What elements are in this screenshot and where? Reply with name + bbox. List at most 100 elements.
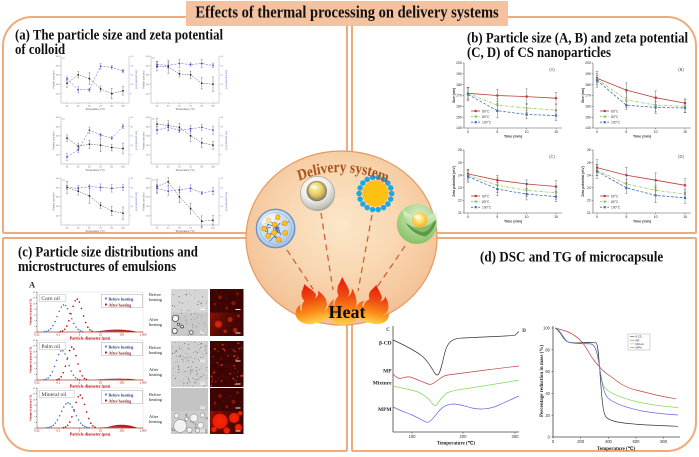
svg-text:Temperature (°C): Temperature (°C) [175,169,194,172]
svg-text:Before heating: Before heating [109,392,134,397]
svg-text:Temperature (°C): Temperature (°C) [85,169,104,172]
svg-text:25: 25 [66,227,69,229]
svg-text:85: 85 [111,227,114,229]
svg-text:1: 1 [79,333,81,337]
svg-text:6: 6 [34,315,36,317]
svg-text:140: 140 [585,126,591,130]
svg-text:55: 55 [178,227,181,229]
svg-text:heating: heating [149,350,163,355]
svg-text:Zeta potential (mV): Zeta potential (mV) [225,131,228,151]
svg-text:MP: MP [383,369,392,375]
svg-text:0: 0 [131,216,133,218]
svg-text:10: 10 [131,145,134,147]
svg-text:200: 200 [460,434,468,439]
svg-text:200: 200 [56,206,60,208]
svg-text:80°C: 80°C [611,115,619,119]
svg-text:Before heating: Before heating [109,296,134,301]
svg-text:25: 25 [458,161,462,165]
svg-text:600: 600 [633,439,641,444]
svg-text:22: 22 [458,199,462,203]
svg-text:100: 100 [119,333,124,337]
svg-text:Particle size (nm): Particle size (nm) [143,70,146,88]
svg-text:180: 180 [585,83,591,87]
svg-text:500: 500 [56,117,60,119]
svg-text:(a): (a) [152,119,155,121]
svg-text:40: 40 [77,227,80,229]
svg-text:Zeta potential (mV): Zeta potential (mV) [225,70,228,90]
svg-text:25: 25 [156,227,159,229]
svg-text:Before: Before [149,345,161,350]
svg-text:0: 0 [467,130,469,134]
svg-text:Zeta potential (mV): Zeta potential (mV) [135,70,138,90]
svg-text:300: 300 [56,136,60,138]
svg-text:MP: MP [636,338,640,342]
svg-text:Particle diameter (μm): Particle diameter (μm) [70,383,111,388]
svg-text:0: 0 [34,332,36,334]
svg-text:2: 2 [34,374,36,376]
svg-text:23: 23 [458,186,462,190]
svg-text:After: After [149,317,159,322]
svg-text:70: 70 [99,166,102,168]
svg-text:180: 180 [456,83,462,87]
svg-text:8: 8 [34,405,36,407]
svg-text:10: 10 [33,351,36,353]
svg-text:(D): (D) [678,154,684,159]
svg-text:Volume fraction (%): Volume fraction (%) [29,395,33,421]
svg-text:0: 0 [548,435,551,440]
svg-text:100: 100 [146,216,150,218]
svg-text:10: 10 [33,399,36,401]
svg-text:30: 30 [131,187,134,189]
svg-text:Time (min): Time (min) [633,220,652,224]
svg-text:55: 55 [88,166,91,168]
svg-text:70: 70 [99,105,102,107]
svg-text:5: 5 [625,215,627,219]
svg-text:12: 12 [33,346,36,348]
svg-text:14: 14 [33,340,36,342]
svg-text:10: 10 [131,84,134,86]
svg-text:Particle size (nm): Particle size (nm) [143,192,146,210]
svg-text:After: After [149,367,159,372]
svg-text:2: 2 [34,422,36,424]
svg-text:400: 400 [56,65,60,67]
svg-text:After heating: After heating [109,350,132,355]
svg-text:100: 100 [121,227,125,229]
svg-text:1,000: 1,000 [140,429,147,433]
svg-text:100°C: 100°C [611,206,621,210]
svg-text:300: 300 [56,197,60,199]
svg-text:55: 55 [178,166,181,168]
svg-text:25: 25 [66,166,69,168]
svg-text:190: 190 [456,72,462,76]
svg-text:25: 25 [587,161,591,165]
svg-text:60°C: 60°C [611,109,619,113]
svg-text:400: 400 [56,126,60,128]
svg-text:25: 25 [66,105,69,107]
svg-text:85: 85 [111,105,114,107]
svg-text:12: 12 [33,298,36,300]
svg-text:Particle size (nm): Particle size (nm) [143,131,146,149]
svg-text:85: 85 [201,227,204,229]
svg-text:15: 15 [554,215,558,219]
svg-text:15: 15 [683,215,687,219]
svg-text:100: 100 [119,429,124,433]
svg-text:100: 100 [121,105,125,107]
svg-text:160: 160 [585,105,591,109]
svg-text:40: 40 [545,391,550,396]
svg-text:400: 400 [56,187,60,189]
svg-text:60°C: 60°C [611,194,619,198]
svg-text:14: 14 [33,292,36,294]
svg-text:400: 400 [146,126,150,128]
svg-text:500: 500 [146,178,150,180]
svg-text:Zeta potential (mV): Zeta potential (mV) [452,166,456,197]
svg-text:(a): (a) [152,180,155,182]
svg-text:40: 40 [131,178,134,180]
svg-text:55: 55 [88,227,91,229]
svg-text:Temperature (°C): Temperature (°C) [175,230,194,233]
svg-text:Corn oil: Corn oil [41,296,60,302]
svg-text:200: 200 [56,145,60,147]
svg-text:500: 500 [56,56,60,58]
svg-text:30: 30 [131,65,134,67]
svg-text:500: 500 [146,117,150,119]
svg-text:24: 24 [458,173,462,177]
svg-text:200: 200 [146,84,150,86]
svg-text:6: 6 [34,363,36,365]
